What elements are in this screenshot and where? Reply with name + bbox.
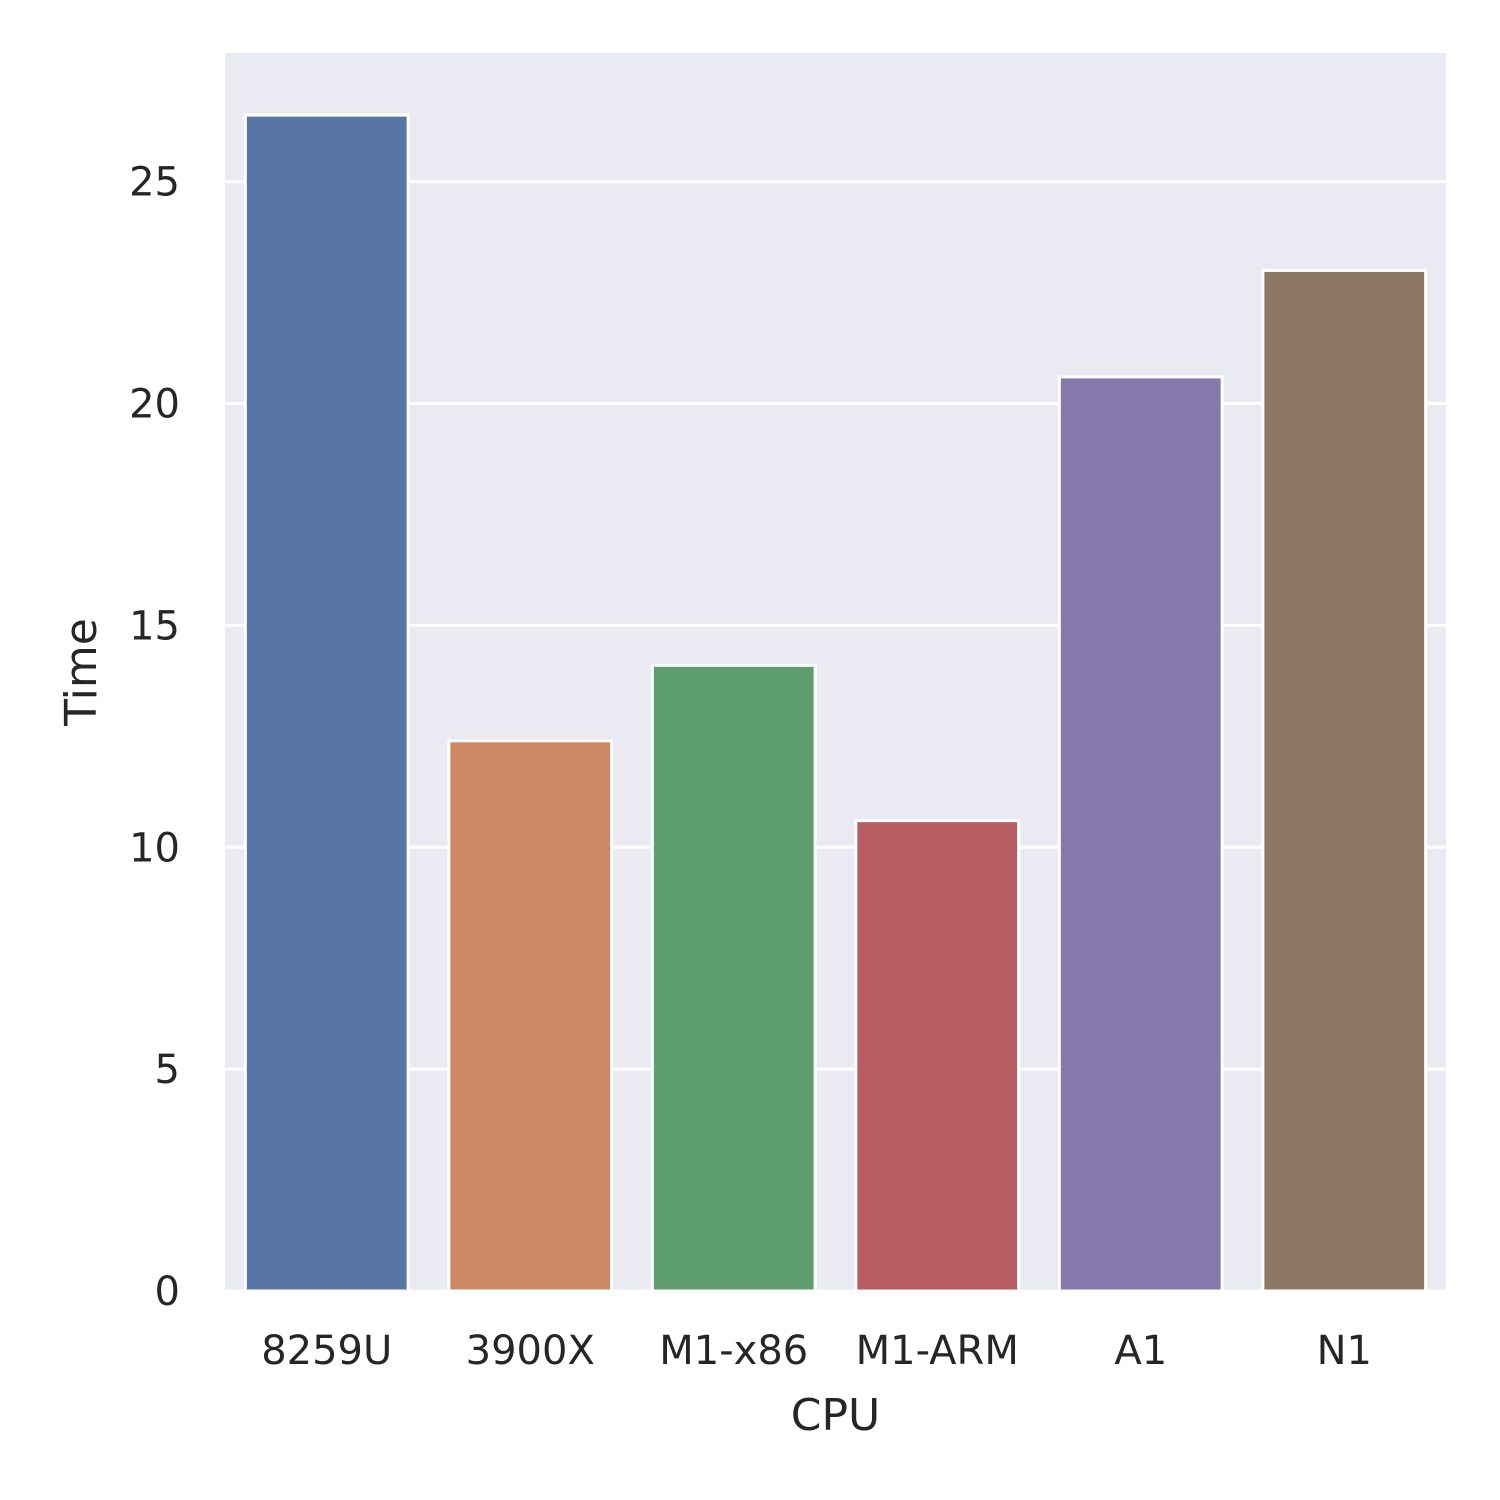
y-tick-label: 0 <box>155 1269 180 1315</box>
bar-n1 <box>1261 268 1428 1293</box>
x-tick-label: 3900X <box>466 1328 595 1374</box>
x-tick-label: N1 <box>1317 1328 1372 1374</box>
y-tick-label: 10 <box>129 825 180 871</box>
y-axis-ticks: 0 5 10 15 20 25 <box>129 160 180 1315</box>
x-axis-ticks: 8259U 3900X M1-x86 M1-ARM A1 N1 <box>261 1328 1372 1374</box>
bar-a1 <box>1057 375 1224 1293</box>
y-tick-label: 15 <box>129 603 180 649</box>
bar-3900x <box>447 739 614 1293</box>
x-tick-label: M1-ARM <box>856 1328 1019 1374</box>
y-axis-label: Time <box>56 618 107 727</box>
gridlines <box>225 180 1446 1293</box>
bars <box>243 113 1428 1293</box>
x-tick-label: 8259U <box>261 1328 392 1374</box>
y-tick-label: 5 <box>155 1047 180 1093</box>
bar-m1-arm <box>854 819 1021 1293</box>
bar-8259u <box>243 113 410 1293</box>
y-tick-label: 20 <box>129 382 180 428</box>
x-axis-label: CPU <box>791 1390 880 1441</box>
plot-area <box>225 53 1446 1291</box>
bar-m1-x86 <box>650 663 817 1293</box>
y-tick-label: 25 <box>129 160 180 206</box>
x-tick-label: A1 <box>1114 1328 1167 1374</box>
x-tick-label: M1-x86 <box>659 1328 808 1374</box>
